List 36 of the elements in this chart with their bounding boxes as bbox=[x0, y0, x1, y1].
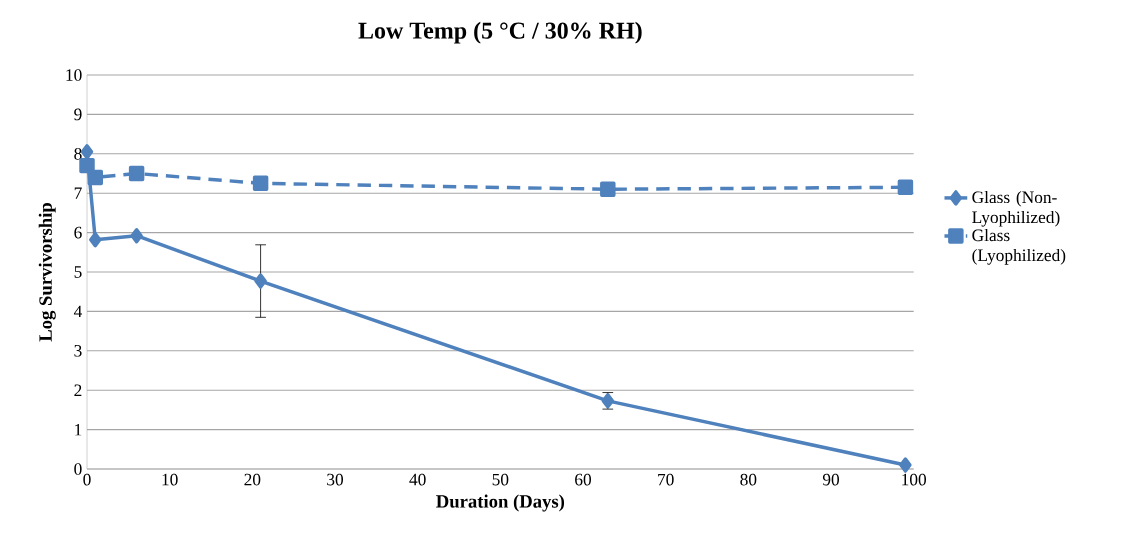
legend-label: Glass (Lyophilized) bbox=[972, 228, 1066, 265]
y-tick-label: 4 bbox=[73, 305, 83, 318]
x-tick-label: 80 bbox=[740, 473, 757, 486]
y-tick-label: 8 bbox=[74, 147, 82, 160]
y-axis-title: Log Survivorship bbox=[38, 203, 56, 342]
x-tick-label: 0 bbox=[83, 473, 91, 486]
x-tick-label: 20 bbox=[244, 473, 261, 486]
legend-label: Glass (Non-Lyophilized) bbox=[972, 190, 1060, 227]
point bbox=[128, 165, 145, 182]
x-tick-label: 70 bbox=[658, 473, 674, 486]
x-tick-label: 50 bbox=[492, 473, 509, 486]
point bbox=[89, 231, 102, 248]
x-tick-label: 30 bbox=[327, 473, 344, 486]
x-tick-label: 40 bbox=[409, 473, 426, 486]
y-tick-label: 10 bbox=[66, 69, 82, 81]
x-tick-label: 10 bbox=[162, 473, 178, 486]
point bbox=[897, 179, 914, 196]
x-tick-label: 60 bbox=[575, 473, 592, 486]
y-tick-label: 3 bbox=[74, 344, 82, 357]
point bbox=[252, 175, 269, 192]
y-tick-label: 1 bbox=[75, 423, 82, 436]
y-tick-label: 9 bbox=[74, 108, 82, 121]
x-tick-label: 90 bbox=[822, 473, 840, 486]
y-tick-label: 0 bbox=[74, 463, 82, 475]
point bbox=[87, 169, 104, 186]
y-tick-label: 7 bbox=[74, 187, 82, 199]
point bbox=[130, 228, 143, 244]
y-tick-label: 6 bbox=[74, 226, 82, 239]
point bbox=[600, 181, 616, 197]
point bbox=[899, 457, 912, 473]
x-tick-label: 100 bbox=[902, 473, 927, 486]
point bbox=[254, 273, 267, 289]
chart-title: Low Temp (5 °C / 30% RH) bbox=[358, 21, 642, 44]
y-tick-label: 2 bbox=[74, 384, 82, 396]
y-tick-label: 5 bbox=[74, 266, 82, 278]
x-axis-title: Duration (Days) bbox=[436, 494, 565, 512]
